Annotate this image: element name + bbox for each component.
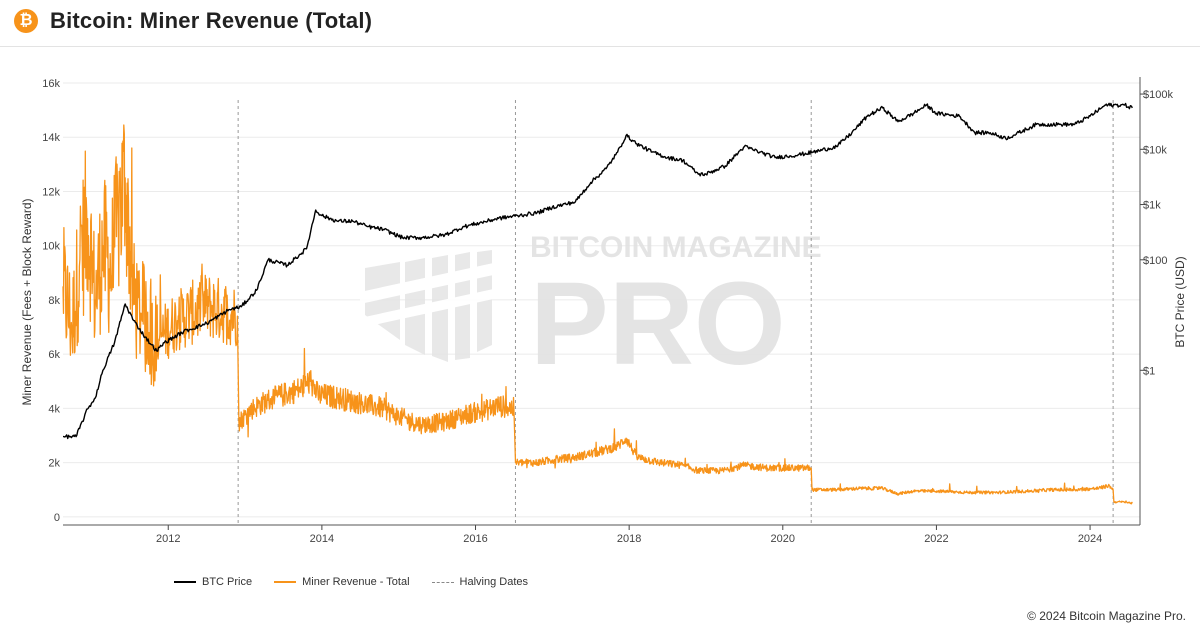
axes: 0 2k 4k 6k 8k 10k 12k 14k 16k $1 $100 $1k $10k $100k 2… xyxy=(42,77,1173,545)
legend-item-btc-price[interactable]: BTC Price xyxy=(174,576,252,588)
bitcoin-icon: ₿ xyxy=(14,9,38,33)
watermark-logo-icon xyxy=(360,250,498,362)
legend-item-miner-revenue[interactable]: Miner Revenue - Total xyxy=(274,576,410,588)
legend-label-miner-revenue: Miner Revenue - Total xyxy=(302,576,410,588)
watermark-line1: BITCOIN MAGAZINE xyxy=(530,231,822,264)
legend: BTC Price Miner Revenue - Total Halving … xyxy=(174,576,528,588)
x-tick-label: 2022 xyxy=(924,533,948,545)
series-line-miner-revenue xyxy=(62,124,1133,505)
legend-label-halving-dates: Halving Dates xyxy=(459,576,529,588)
y2-tick-label: $100 xyxy=(1143,255,1167,267)
y-axis-label: Miner Revenue (Fees + Block Reward) xyxy=(20,198,34,405)
y2-tick-label: $100k xyxy=(1143,89,1173,101)
miner-revenue-chart: BITCOIN MAGAZINE PRO 0 2k 4k 6k 8k 10k 12k 14k 1… xyxy=(20,77,1187,545)
y-tick-label: 10k xyxy=(42,241,60,253)
legend-label-btc-price: BTC Price xyxy=(202,576,253,588)
x-tick-label: 2014 xyxy=(310,533,334,545)
copyright-text: © 2024 Bitcoin Magazine Pro. xyxy=(1027,609,1186,623)
y-tick-label: 16k xyxy=(42,78,60,90)
grid-lines xyxy=(63,82,1140,518)
y-tick-label: 2k xyxy=(48,458,60,470)
watermark-line2: PRO xyxy=(530,258,786,390)
x-tick-label: 2016 xyxy=(463,533,487,545)
chart-header: ₿ Bitcoin: Miner Revenue (Total) xyxy=(0,0,1200,47)
x-tick-label: 2024 xyxy=(1078,533,1102,545)
legend-swatch-halving-dates xyxy=(431,581,454,583)
y2-tick-label: $1k xyxy=(1143,200,1161,212)
y-tick-label: 14k xyxy=(42,132,60,144)
x-tick-label: 2018 xyxy=(617,533,641,545)
y-tick-label: 0 xyxy=(54,512,60,524)
y-tick-label: 4k xyxy=(48,403,60,415)
watermark: BITCOIN MAGAZINE PRO xyxy=(360,231,822,390)
legend-item-halving-dates[interactable]: Halving Dates xyxy=(431,576,529,588)
y2-tick-label: $1 xyxy=(1143,365,1155,377)
x-tick-label: 2020 xyxy=(771,533,795,545)
series-line-btc-price xyxy=(63,102,1133,440)
legend-swatch-miner-revenue xyxy=(274,581,297,583)
y2-tick-label: $10k xyxy=(1143,144,1167,156)
page-title: Bitcoin: Miner Revenue (Total) xyxy=(50,8,373,33)
y-tick-label: 12k xyxy=(42,186,60,198)
y-tick-label: 6k xyxy=(48,349,60,361)
y2-axis-label: BTC Price (USD) xyxy=(1173,256,1187,347)
x-tick-label: 2012 xyxy=(156,533,180,545)
y-tick-label: 8k xyxy=(48,295,60,307)
legend-swatch-btc-price xyxy=(174,581,196,583)
